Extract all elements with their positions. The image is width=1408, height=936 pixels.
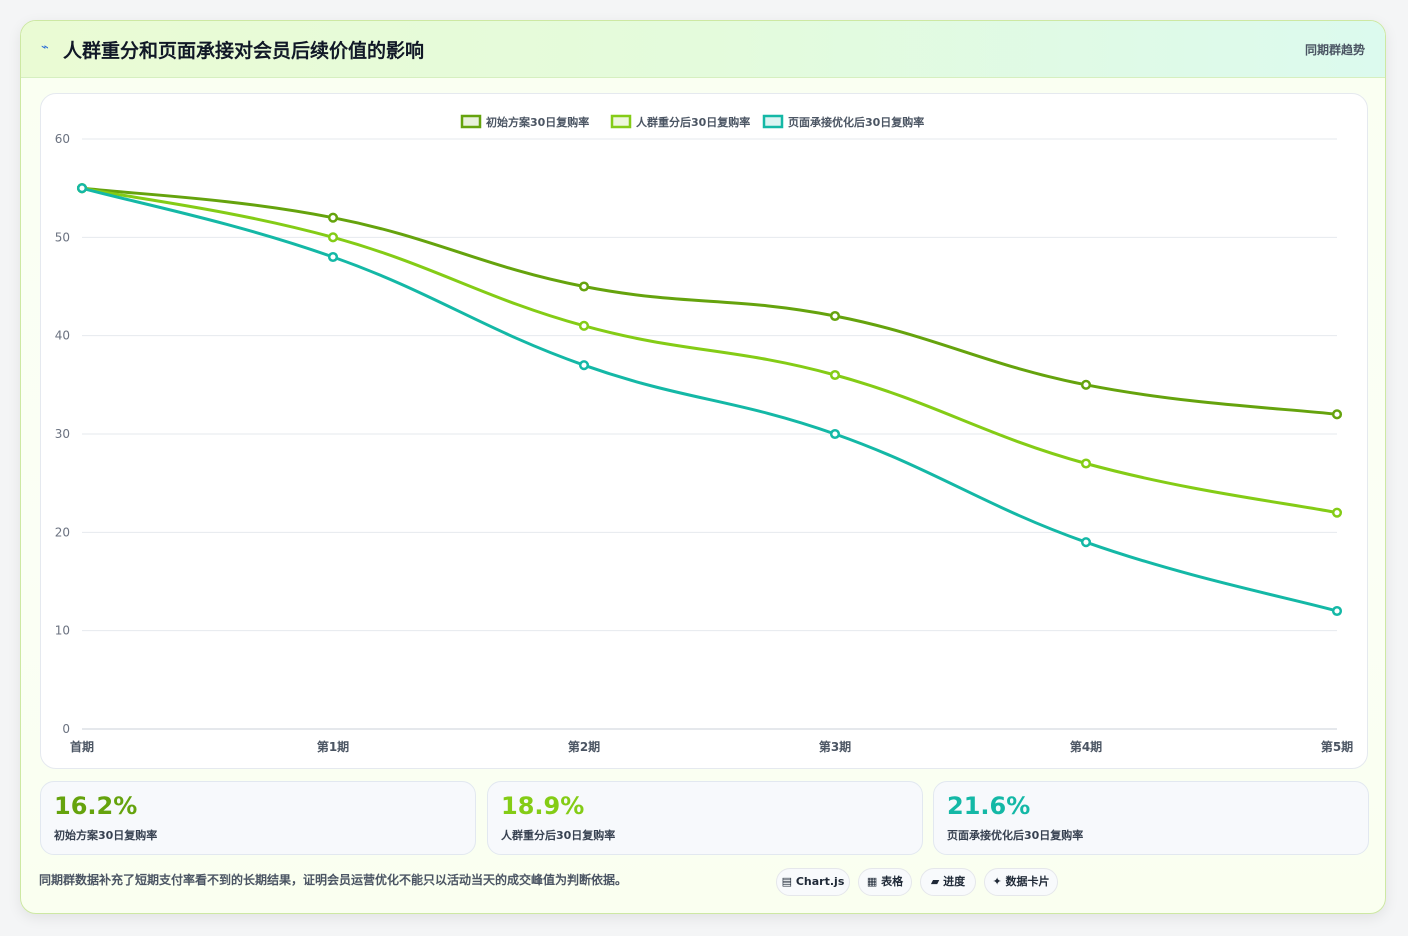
data-point [578,320,590,331]
x-tick-label: 首期 [70,739,94,754]
stat-card-regroup: 18.9% 人群重分后30日复购率 [487,781,923,855]
data-point [1331,409,1343,420]
legend-label: 人群重分后30日复购率 [636,115,750,129]
chip-datacard[interactable]: ✦ 数据卡片 [984,868,1058,896]
data-point [829,310,841,322]
data-point [829,369,841,381]
data-point [327,232,339,243]
chip-label: Chart.js [795,875,845,888]
stat-value: 18.9% [501,792,585,820]
data-point [1331,605,1343,617]
x-tick-label: 第1期 [317,739,349,754]
stat-label: 页面承接优化后30日复购率 [947,829,1084,842]
stat-card-initial: 16.2% 初始方案30日复购率 [40,781,476,855]
data-point [578,281,590,292]
card-icon: ✦ [992,875,1002,888]
table-icon: ▦ [866,875,878,888]
stat-label: 人群重分后30日复购率 [501,829,616,842]
series-line-1 [80,186,1339,515]
legend-swatch [460,114,482,129]
legend-swatch [762,114,784,129]
chip-label: 表格 [881,875,904,888]
data-point [578,360,590,371]
data-point [1080,379,1092,390]
legend-swatch [610,114,632,129]
y-tick-label: 20 [55,525,70,539]
trend-badge: 同期群趋势 [1304,43,1365,57]
y-tick-label: 10 [55,624,70,638]
report-card: ⌁ 人群重分和页面承接对会员后续价值的影响 同期群趋势 0 10 20 30 40 50 6… [20,20,1386,914]
chart-panel: 0 10 20 30 40 50 60 首期 第1期 第2期 第3期 第4期 第5期 初始方案30日复购率… [40,93,1368,769]
legend-label: 页面承接优化后30日复购率 [788,115,924,129]
chip-label: 进度 [943,875,966,888]
stat-cards: 16.2% 初始方案30日复购率 18.9% 人群重分后30日复购率 21.6%… [40,781,1370,855]
series-line-2 [80,186,1339,613]
chip-progress[interactable]: ▰ 进度 [920,868,976,896]
x-tick-label: 第5期 [1321,739,1353,754]
chip-label: 数据卡片 [1005,875,1050,888]
legend-label: 初始方案30日复购率 [486,115,589,129]
stat-value: 21.6% [947,792,1031,820]
y-tick-label: 0 [62,722,70,736]
chip-chartjs[interactable]: ▤ Chart.js [776,868,850,896]
stat-card-page: 21.6% 页面承接优化后30日复购率 [933,781,1369,855]
data-point [327,212,339,223]
series-line-0 [80,186,1339,416]
data-point [327,251,339,263]
data-point [76,183,88,194]
footer-note: 同期群数据补充了短期支付率看不到的长期结果，证明会员运营优化不能只以活动当天的成… [39,873,628,887]
line-chart: 0 10 20 30 40 50 60 首期 第1期 第2期 第3期 第4期 第5期 初始方案30日复购率… [55,114,1353,754]
stat-label: 初始方案30日复购率 [54,829,158,842]
stat-value: 16.2% [54,792,138,820]
x-tick-label: 第4期 [1070,739,1102,754]
x-tick-label: 第2期 [568,739,600,754]
data-point [1331,507,1343,518]
card-title: 人群重分和页面承接对会员后续价值的影响 [63,40,425,62]
y-tick-label: 60 [55,132,70,146]
data-point [829,428,841,440]
chart-icon: ▤ [781,875,793,888]
y-tick-label: 30 [55,427,70,441]
progress-icon: ▰ [930,875,940,888]
x-tick-label: 第3期 [819,739,851,754]
lightning-icon: ⌁ [41,40,49,55]
card-header: ⌁ 人群重分和页面承接对会员后续价值的影响 同期群趋势 [21,21,1385,78]
data-point [1080,537,1092,548]
y-tick-label: 50 [55,230,70,244]
y-tick-label: 40 [55,329,70,343]
data-point [1080,458,1092,469]
chip-table[interactable]: ▦ 表格 [858,868,912,896]
